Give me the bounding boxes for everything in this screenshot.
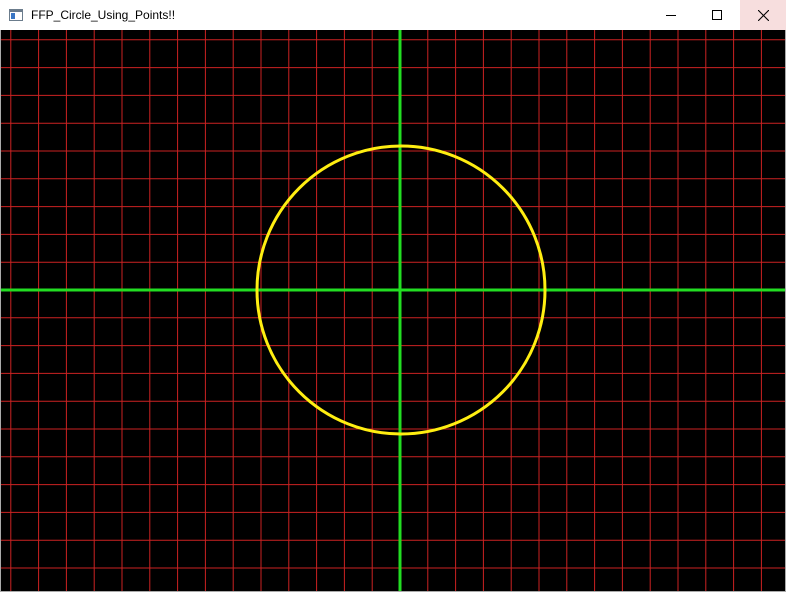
app-window-icon [9, 8, 23, 22]
drawing-canvas[interactable] [1, 30, 785, 591]
window-title: FFP_Circle_Using_Points!! [31, 8, 176, 22]
minimize-button[interactable] [648, 0, 694, 30]
title-bar[interactable]: FFP_Circle_Using_Points!! [0, 0, 786, 30]
minimize-icon [666, 10, 676, 20]
window-controls [648, 0, 786, 30]
canvas-background [1, 30, 785, 591]
window-frame-left [0, 30, 1, 592]
close-icon [757, 9, 769, 21]
grid-lines [1, 30, 785, 591]
scene-svg [1, 30, 785, 591]
maximize-icon [712, 10, 722, 20]
maximize-button[interactable] [694, 0, 740, 30]
close-button[interactable] [740, 0, 786, 30]
yellow-circle [255, 144, 547, 436]
